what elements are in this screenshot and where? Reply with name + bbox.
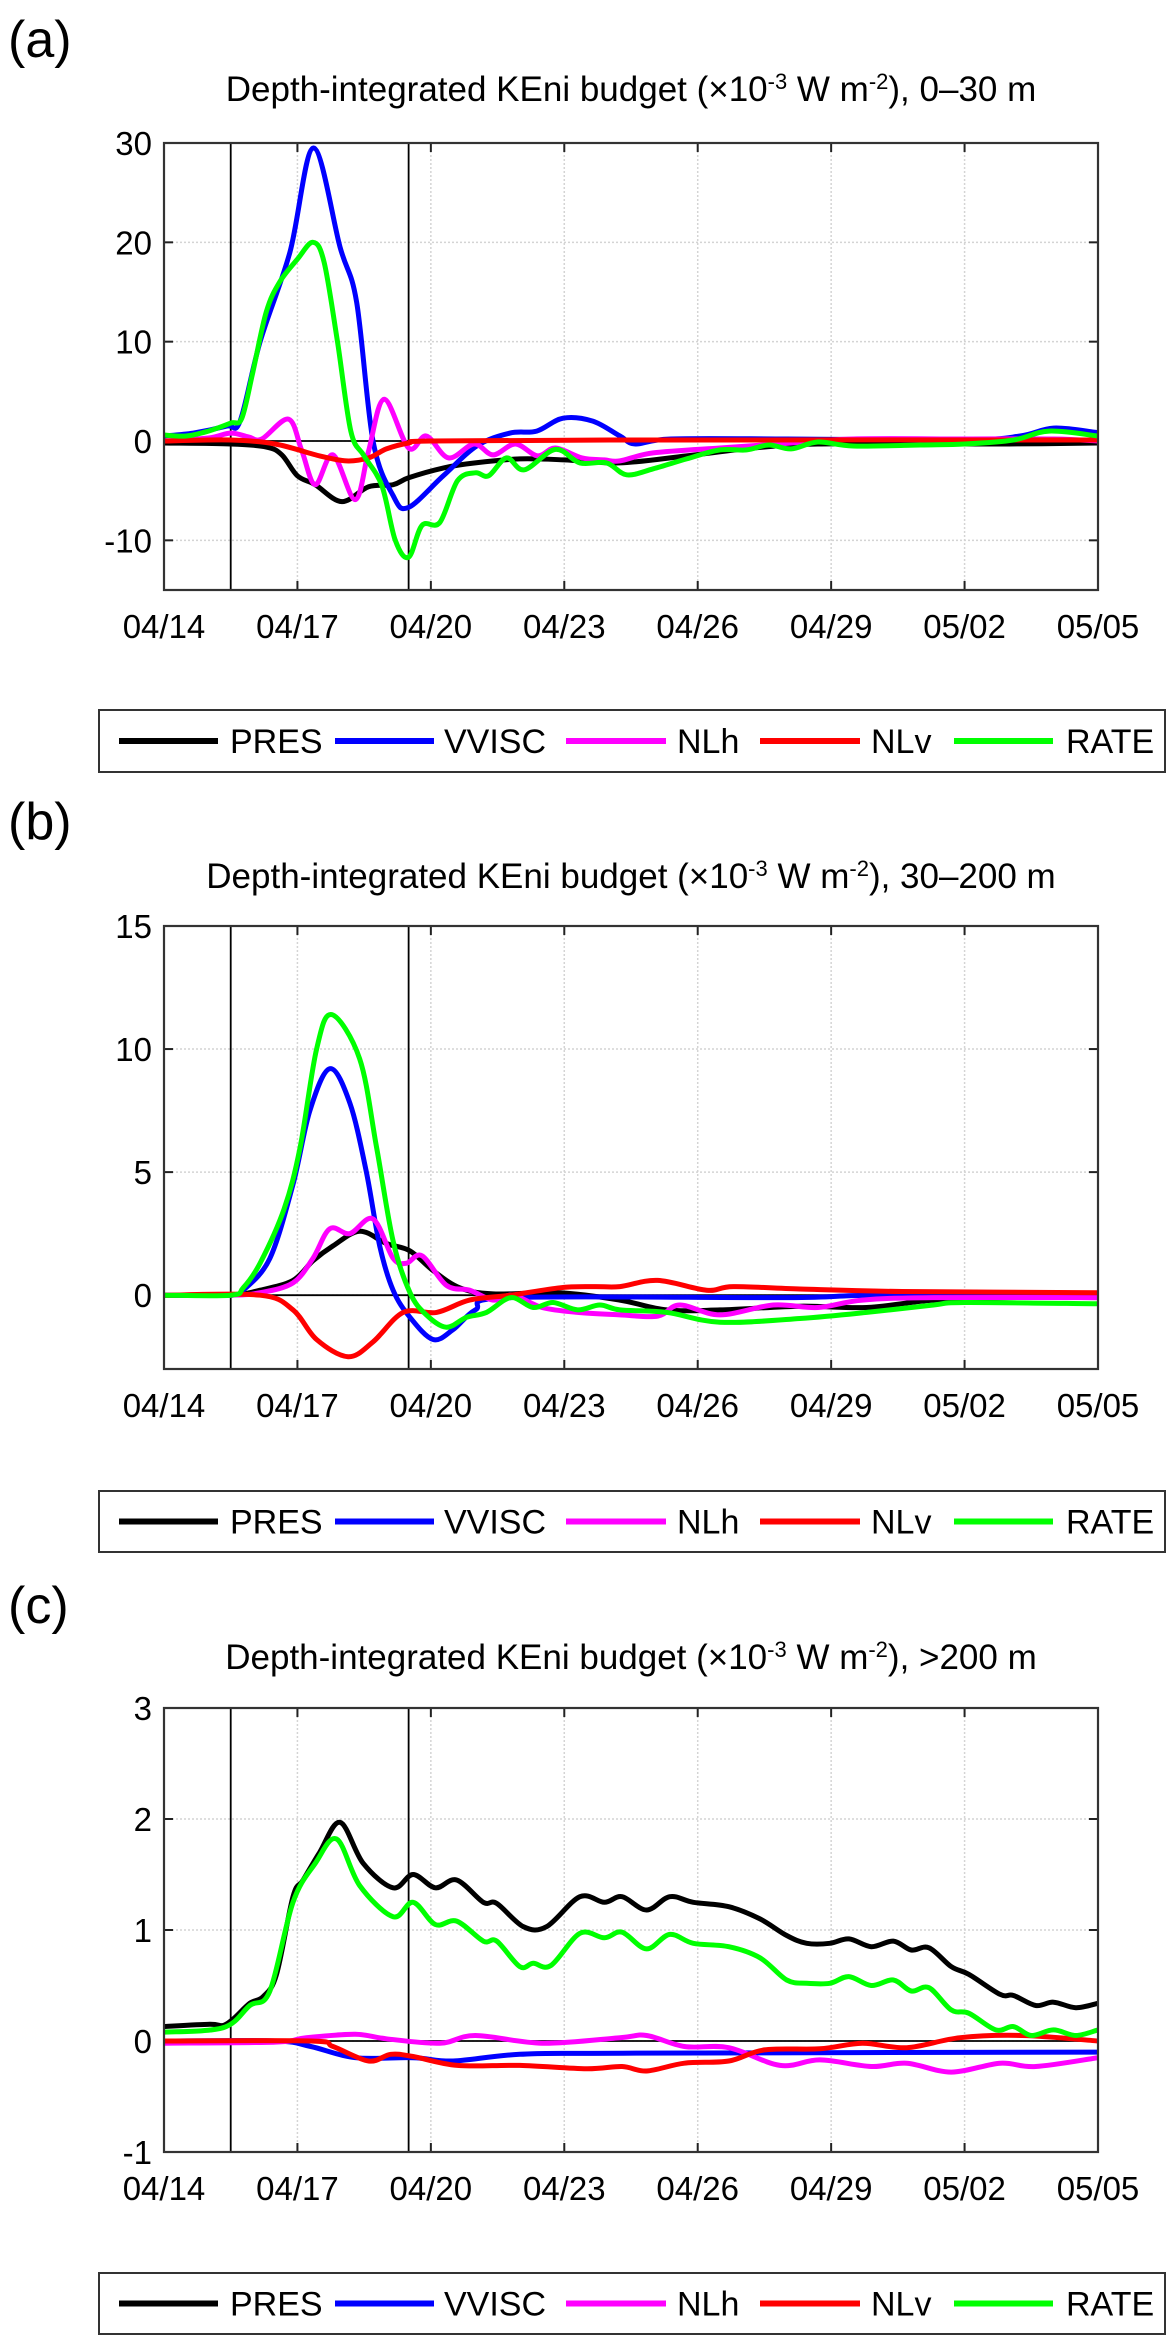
series-line-nlv (164, 1277, 1098, 1360)
title-text: ), 0–30 m (888, 70, 1036, 109)
x-tick-label: 04/26 (656, 2170, 739, 2207)
y-tick-label: 0 (134, 423, 152, 460)
x-tick-label: 04/26 (656, 1387, 739, 1424)
legend-label: PRES (230, 2286, 323, 2324)
y-tick-label: 0 (134, 2023, 152, 2060)
y-tick-label: 10 (115, 1031, 152, 1068)
plot-frame (162, 141, 1100, 592)
legend-label: NLh (677, 723, 739, 761)
title-text: Depth-integrated KEni budget (×10 (225, 1638, 767, 1677)
legend-label: NLh (677, 2286, 739, 2324)
series-line-nlv (164, 2032, 1098, 2074)
series-line-pres (164, 1819, 1098, 2030)
legend-label: PRES (230, 723, 323, 761)
title-superscript: -3 (767, 1637, 787, 1662)
y-tick-label: 2 (134, 1801, 152, 1838)
legend-label: NLv (871, 1504, 931, 1542)
x-tick-label: 05/05 (1057, 2170, 1140, 2207)
panel-a: (a) Depth-integrated KEni budget (×10-3 W… (8, 11, 1166, 773)
panel-b: (b) Depth-integrated KEni budget (×10-3 W… (8, 793, 1166, 1553)
x-tick-label: 04/23 (523, 608, 606, 645)
series-line-nlv (164, 437, 1098, 464)
y-tick-label: -1 (123, 2134, 152, 2171)
title-text: ), 30–200 m (869, 857, 1056, 896)
legend: PRES VVISC NLh NLv RATE (98, 1490, 1166, 1553)
chart-title: Depth-integrated KEni budget (×10-3 W m-… (226, 69, 1037, 110)
x-tick-label: 04/20 (390, 608, 473, 645)
series-line-rate (164, 239, 1098, 561)
panel-label: (b) (8, 793, 72, 851)
series-line-vvisc (164, 1066, 1098, 1343)
legend-label: PRES (230, 1504, 323, 1542)
x-tick-label: 04/29 (790, 1387, 873, 1424)
title-text: W m (768, 857, 850, 896)
series-line-vvisc (164, 2038, 1098, 2064)
y-tick-label: -10 (104, 522, 152, 559)
x-tick-label: 04/23 (523, 1387, 606, 1424)
x-tick-label: 04/17 (256, 2170, 339, 2207)
legend-label: RATE (1066, 2286, 1154, 2324)
y-tick-label: 3 (134, 1690, 152, 1727)
y-tick-label: 30 (115, 125, 152, 162)
x-tick-label: 05/02 (923, 2170, 1006, 2207)
x-tick-label: 04/26 (656, 608, 739, 645)
title-text: Depth-integrated KEni budget (×10 (226, 70, 768, 109)
title-superscript: -2 (868, 1637, 888, 1662)
legend: PRES VVISC NLh NLv RATE (98, 2272, 1166, 2335)
plot-frame (162, 1706, 1100, 2154)
panel-label: (a) (8, 11, 72, 69)
y-tick-label: 10 (115, 324, 152, 361)
y-tick-label: 20 (115, 224, 152, 261)
legend-label: VVISC (444, 723, 546, 761)
legend-label: NLv (871, 723, 931, 761)
title-text: W m (787, 70, 869, 109)
x-tick-label: 04/14 (123, 1387, 206, 1424)
legend-label: VVISC (444, 2286, 546, 2324)
x-tick-label: 05/02 (923, 608, 1006, 645)
y-tick-label: 15 (115, 908, 152, 945)
y-tick-label: 0 (134, 1277, 152, 1314)
x-tick-label: 04/29 (790, 2170, 873, 2207)
panel-c: (c) Depth-integrated KEni budget (×10-3 W… (8, 1577, 1166, 2335)
x-tick-label: 04/20 (390, 1387, 473, 1424)
legend-label: NLv (871, 2286, 931, 2324)
legend-label: NLh (677, 1504, 739, 1542)
legend-label: RATE (1066, 723, 1154, 761)
legend-label: VVISC (444, 1504, 546, 1542)
title-text: ), >200 m (888, 1638, 1037, 1677)
title-text: Depth-integrated KEni budget (×10 (206, 857, 748, 896)
chart-title: Depth-integrated KEni budget (×10-3 W m-… (206, 856, 1055, 897)
x-tick-label: 05/05 (1057, 608, 1140, 645)
legend-label: RATE (1066, 1504, 1154, 1542)
series-line-rate (164, 1012, 1098, 1330)
plot-frame (162, 924, 1100, 1371)
x-tick-label: 04/17 (256, 608, 339, 645)
x-tick-label: 04/17 (256, 1387, 339, 1424)
chart-title: Depth-integrated KEni budget (×10-3 W m-… (225, 1637, 1037, 1678)
x-tick-label: 04/14 (123, 2170, 206, 2207)
x-tick-label: 04/20 (390, 2170, 473, 2207)
y-tick-label: 1 (134, 1912, 152, 1949)
title-superscript: -2 (849, 856, 869, 881)
series-line-rate (164, 1836, 1098, 2038)
title-superscript: -3 (768, 69, 788, 94)
x-tick-label: 04/29 (790, 608, 873, 645)
title-text: W m (787, 1638, 869, 1677)
x-tick-label: 04/23 (523, 2170, 606, 2207)
series-line-nlh (164, 2031, 1098, 2075)
title-superscript: -2 (869, 69, 889, 94)
x-tick-label: 05/02 (923, 1387, 1006, 1424)
x-tick-label: 04/14 (123, 608, 206, 645)
y-tick-label: 5 (134, 1154, 152, 1191)
legend: PRES VVISC NLh NLv RATE (98, 709, 1166, 773)
x-tick-label: 05/05 (1057, 1387, 1140, 1424)
title-superscript: -3 (748, 856, 768, 881)
panel-label: (c) (8, 1577, 69, 1635)
